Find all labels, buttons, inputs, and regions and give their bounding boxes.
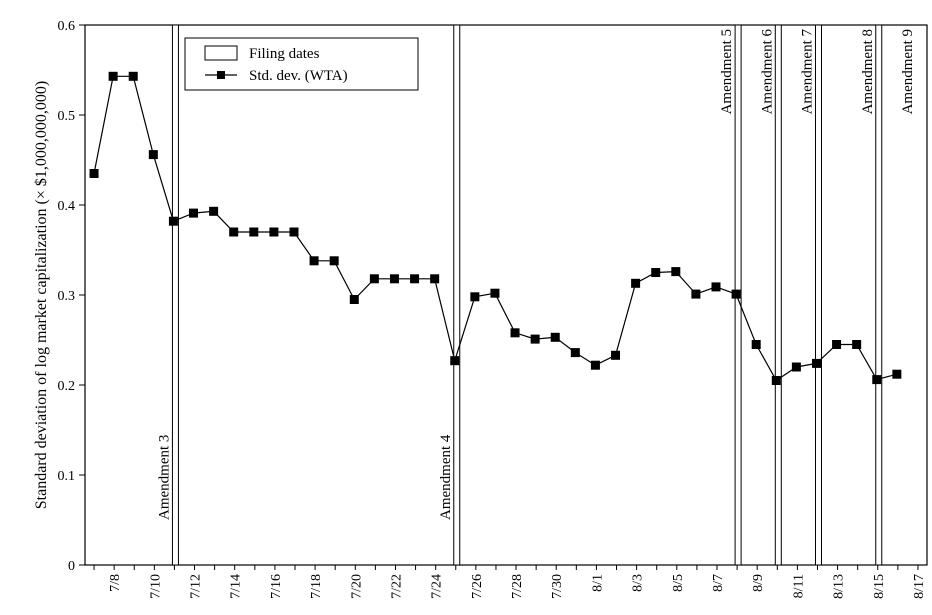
data-point bbox=[128, 71, 138, 81]
x-tick-label: 7/14 bbox=[229, 574, 244, 599]
data-point bbox=[89, 169, 99, 178]
legend-filing-label: Filing dates bbox=[249, 46, 320, 62]
y-tick-label: 0.2 bbox=[58, 379, 76, 394]
data-point bbox=[711, 282, 721, 292]
x-tick-label: 8/15 bbox=[872, 574, 887, 599]
x-tick-label: 7/16 bbox=[269, 574, 284, 599]
x-tick-label: 8/11 bbox=[791, 574, 806, 598]
legend: Filing dates Std. dev. (WTA) bbox=[184, 37, 419, 91]
data-point bbox=[590, 360, 600, 370]
data-point bbox=[450, 356, 460, 366]
data-point bbox=[329, 256, 339, 266]
data-point bbox=[470, 292, 480, 302]
filing-date-bar bbox=[774, 24, 782, 566]
legend-filing-swatch bbox=[204, 45, 238, 61]
data-point bbox=[671, 267, 681, 277]
data-point bbox=[530, 334, 540, 344]
data-point bbox=[269, 227, 279, 237]
data-point bbox=[349, 295, 359, 304]
y-tick-label: 0 bbox=[68, 559, 75, 574]
data-point bbox=[229, 227, 239, 237]
data-point bbox=[490, 288, 500, 298]
data-point bbox=[751, 340, 761, 349]
data-point bbox=[791, 362, 801, 372]
filing-date-bar bbox=[453, 24, 461, 566]
data-point bbox=[872, 375, 882, 385]
data-point bbox=[651, 268, 661, 277]
data-point bbox=[771, 376, 781, 385]
x-tick-label: 7/24 bbox=[430, 574, 445, 599]
x-tick-label: 7/22 bbox=[389, 574, 404, 599]
x-tick-label: 7/26 bbox=[470, 574, 485, 599]
y-tick-label: 0.4 bbox=[58, 199, 76, 214]
amendment-label: Amendment 9 bbox=[900, 29, 916, 114]
amendment-label: Amendment 4 bbox=[438, 434, 454, 520]
y-tick-label: 0.3 bbox=[58, 289, 76, 304]
x-tick-label: 8/9 bbox=[751, 574, 766, 592]
data-point bbox=[510, 328, 520, 338]
x-tick-label: 8/3 bbox=[631, 574, 646, 592]
x-tick-label: 8/1 bbox=[590, 574, 605, 592]
data-point bbox=[410, 274, 420, 284]
x-tick-label: 8/17 bbox=[912, 574, 927, 599]
amendment-label: Amendment 7 bbox=[799, 29, 815, 115]
data-point bbox=[631, 278, 641, 288]
filing-date-bar bbox=[171, 24, 179, 566]
data-point bbox=[811, 358, 821, 368]
data-point bbox=[209, 206, 219, 216]
data-point bbox=[309, 256, 319, 266]
data-point bbox=[691, 289, 701, 299]
data-point bbox=[570, 348, 580, 358]
amendment-label: Amendment 3 bbox=[156, 435, 172, 520]
data-point bbox=[369, 274, 379, 284]
x-tick-label: 7/18 bbox=[309, 574, 324, 599]
data-point bbox=[289, 227, 299, 237]
data-point bbox=[550, 332, 560, 342]
amendment-label: Amendment 6 bbox=[759, 29, 775, 115]
data-point bbox=[892, 369, 902, 379]
data-point bbox=[189, 208, 199, 218]
filing-date-bar bbox=[875, 24, 883, 566]
x-tick-label: 7/8 bbox=[108, 574, 123, 592]
x-tick-label: 8/7 bbox=[711, 574, 726, 592]
amendment-label: Amendment 8 bbox=[860, 29, 876, 114]
y-tick-label: 0.6 bbox=[58, 19, 76, 34]
data-point bbox=[611, 350, 621, 360]
x-tick-label: 7/12 bbox=[189, 574, 204, 599]
amendment-label: Amendment 5 bbox=[719, 29, 735, 114]
x-tick-label: 8/13 bbox=[832, 574, 847, 599]
y-tick-label: 0.1 bbox=[58, 469, 76, 484]
data-point bbox=[148, 150, 158, 160]
y-axis-title: Standard deviation of log market capital… bbox=[33, 81, 50, 509]
y-tick-label: 0.5 bbox=[58, 109, 76, 124]
x-tick-label: 7/30 bbox=[550, 574, 565, 599]
data-point bbox=[852, 340, 862, 349]
legend-series-label: Std. dev. (WTA) bbox=[249, 68, 348, 84]
data-point bbox=[249, 227, 259, 237]
x-tick-label: 7/20 bbox=[349, 574, 364, 599]
x-tick-label: 8/5 bbox=[671, 574, 686, 592]
data-point bbox=[108, 71, 118, 81]
filing-date-bar bbox=[814, 24, 822, 566]
x-tick-label: 7/10 bbox=[148, 574, 163, 599]
data-point bbox=[731, 289, 741, 299]
data-point bbox=[430, 274, 440, 284]
data-point bbox=[168, 216, 178, 226]
x-tick-label: 7/28 bbox=[510, 574, 525, 599]
data-point bbox=[389, 274, 399, 284]
data-point bbox=[832, 340, 842, 349]
legend-series-marker bbox=[217, 71, 225, 79]
